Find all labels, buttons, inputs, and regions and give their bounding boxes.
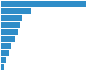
- Bar: [1, 36, 15, 42]
- Bar: [1, 15, 22, 21]
- Bar: [1, 1, 86, 7]
- Bar: [1, 57, 6, 63]
- Bar: [1, 22, 20, 28]
- Bar: [1, 43, 11, 49]
- Bar: [1, 29, 18, 35]
- Bar: [1, 8, 31, 14]
- Bar: [1, 64, 4, 70]
- Bar: [1, 50, 9, 56]
